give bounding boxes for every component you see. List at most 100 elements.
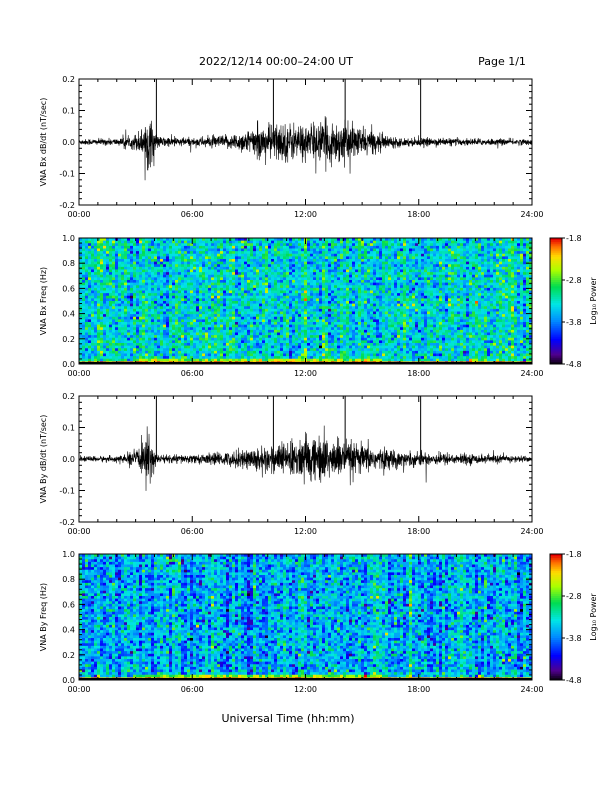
bx-spec-cell: [232, 303, 236, 307]
bx-spec-cell: [127, 332, 131, 336]
bx-spec-cell: [163, 274, 167, 278]
bx-spec-cell: [178, 322, 182, 326]
bx-spec-cell: [361, 240, 365, 244]
bx-spec-cell: [196, 335, 200, 339]
bx-spec-cell: [217, 337, 221, 341]
bx-spec-cell: [322, 295, 326, 299]
bx-spec-cell: [136, 335, 140, 339]
bx-spec-cell: [376, 303, 380, 307]
bx-spec-cell: [157, 327, 161, 331]
bx-spec-cell: [130, 285, 134, 289]
bx-spec-cell: [124, 245, 128, 249]
bx-spec-cell: [280, 314, 284, 318]
bx-spec-cell: [244, 274, 248, 278]
bx-spec-cell: [364, 319, 368, 323]
bx-spec-cell: [256, 245, 260, 249]
bx-spec-cell: [265, 340, 269, 344]
bx-spec-cell: [196, 245, 200, 249]
bx-spec-cell: [265, 308, 269, 312]
bx-spec-cell: [118, 319, 122, 323]
bx-spec-cell: [97, 266, 101, 270]
bx-spec-cell: [139, 240, 143, 244]
bx-spec-cell: [91, 266, 95, 270]
bx-spec-cell: [259, 274, 263, 278]
bx-spec-cell: [334, 245, 338, 249]
bx-spec-cell: [289, 293, 293, 297]
bx-spec-cell: [280, 306, 284, 310]
bx-spec-cell: [103, 308, 107, 312]
bx-spec-cell: [88, 322, 92, 326]
bx-spec-cell: [352, 280, 356, 284]
bx-spec-cell: [181, 287, 185, 291]
bx-spec-cell: [277, 314, 281, 318]
bx-spec-cell: [313, 306, 317, 310]
bx-spec-cell: [193, 335, 197, 339]
bx-spec-cell: [103, 319, 107, 323]
bx-spec-cell: [223, 314, 227, 318]
bx-spec-cell: [325, 272, 329, 276]
bx-spec-cell: [253, 311, 257, 315]
bx-spec-cell: [175, 274, 179, 278]
bx-spec-cell: [322, 285, 326, 289]
bx-spec-cell: [223, 285, 227, 289]
bx-spec-cell: [244, 306, 248, 310]
bx-spec-cell: [79, 311, 83, 315]
bx-spec-cell: [358, 303, 362, 307]
bx-spec-cell: [97, 293, 101, 297]
bx-spec-cell: [268, 343, 272, 347]
bx-spec-cell: [172, 340, 176, 344]
bx-spec-cell: [280, 353, 284, 357]
bx-spec-cell: [274, 345, 278, 349]
bx-spec-cell: [343, 253, 347, 257]
bx-spec-cell: [196, 282, 200, 286]
bx-spec-cell: [199, 316, 203, 320]
bx-spec-cell: [88, 314, 92, 318]
bx-spec-cell: [277, 272, 281, 276]
bx-spec-cell: [295, 327, 299, 331]
bx-spec-cell: [184, 308, 188, 312]
bx-spec-cell: [85, 248, 89, 252]
bx-spec-cell: [349, 308, 353, 312]
bx-spec-cell: [373, 322, 377, 326]
bx-line-ytick-label: -0.1: [59, 170, 75, 179]
bx-spec-cell: [346, 337, 350, 341]
bx-spec-cell: [163, 295, 167, 299]
bx-spec-cell: [142, 248, 146, 252]
bx-spec-cell: [298, 285, 302, 289]
bx-spec-cell: [205, 353, 209, 357]
bx-spec-cell: [226, 322, 230, 326]
bx-spec-cell: [121, 340, 125, 344]
bx-spec-cell: [193, 316, 197, 320]
bx-spec-cell: [139, 303, 143, 307]
bx-spec-cell: [166, 332, 170, 336]
bx-spec-cell: [148, 261, 152, 265]
bx-spec-cell: [94, 356, 98, 360]
bx-spec-cell: [223, 308, 227, 312]
bx-spec-cell: [139, 348, 143, 352]
bx-spec-cell: [91, 340, 95, 344]
bx-spec-cell: [223, 337, 227, 341]
bx-spec-cell: [136, 301, 140, 305]
bx-spec-cell: [130, 266, 134, 270]
bx-spec-cell: [220, 282, 224, 286]
bx-spec-cell: [115, 308, 119, 312]
bx-spec-cell: [208, 256, 212, 260]
bx-spec-cell: [85, 238, 89, 242]
bx-spec-cell: [334, 253, 338, 257]
bx-spec-cell: [250, 272, 254, 276]
bx-spec-cell: [349, 253, 353, 257]
bx-spec-cell: [265, 358, 269, 362]
bx-spec-cell: [361, 332, 365, 336]
bx-spec-cell: [118, 277, 122, 281]
bx-spec-cell: [346, 324, 350, 328]
bx-spec-cell: [304, 277, 308, 281]
bx-spec-cell: [304, 345, 308, 349]
bx-spec-cell: [112, 253, 116, 257]
bx-spec-cell: [322, 311, 326, 315]
bx-spec-cell: [133, 264, 137, 268]
bx-spec-cell: [106, 306, 110, 310]
bx-spec-cell: [271, 332, 275, 336]
bx-spec-cell: [208, 259, 212, 263]
bx-spec-cell: [94, 272, 98, 276]
bx-spec-cell: [364, 245, 368, 249]
